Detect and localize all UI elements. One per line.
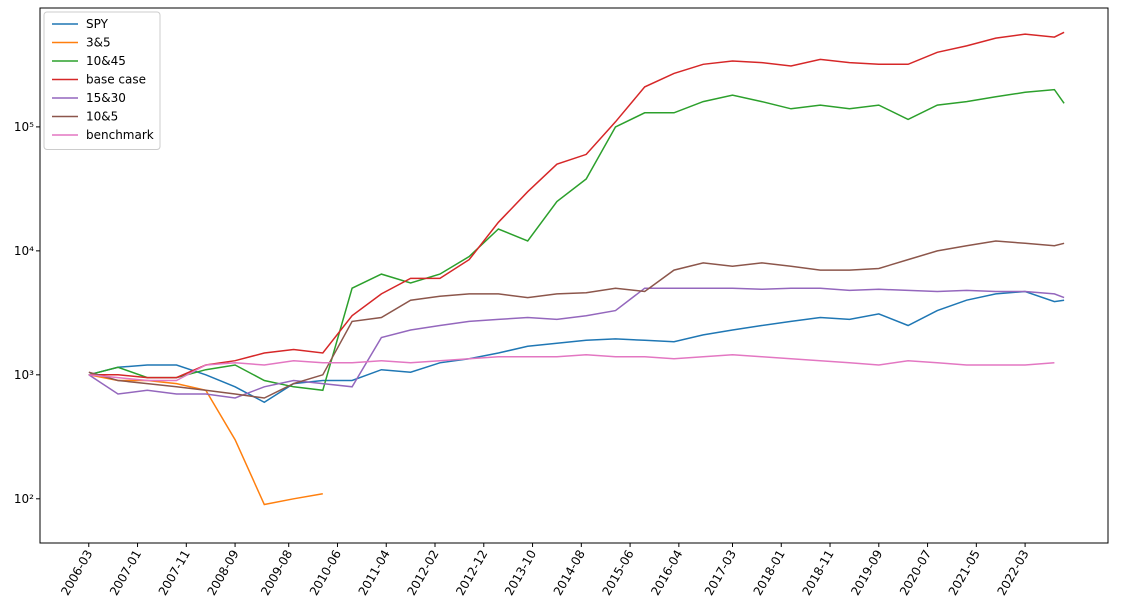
x-tick-label: 2012-12 [453,548,490,598]
x-tick-label: 2006-03 [58,548,95,598]
legend-label: 3&5 [86,36,111,50]
y-tick-label: 10⁵ [14,120,34,134]
legend-label: 15&30 [86,91,126,105]
legend-label: 10&5 [86,110,118,124]
y-tick-label: 10⁴ [14,244,34,258]
x-tick-label: 2010-06 [307,548,344,598]
series-line [88,290,1065,404]
y-tick-label: 10³ [14,368,34,382]
series-line [88,240,1065,399]
plot-frame [39,7,1109,544]
series-line [88,287,1065,399]
legend-label: SPY [86,17,109,31]
legend-label: 10&45 [86,54,126,68]
x-tick-label: 2012-02 [404,548,441,598]
series-line [88,354,1055,382]
series-line [88,88,1065,392]
x-tick-label: 2011-04 [356,548,393,598]
x-tick-label: 2020-07 [897,548,934,598]
x-tick-label: 2022-03 [994,548,1031,598]
x-tick-label: 2018-01 [751,548,788,598]
x-tick-label: 2019-09 [848,548,885,598]
x-tick-label: 2014-08 [551,548,588,598]
legend-box [43,11,161,150]
y-tick-label: 10² [14,492,34,506]
x-tick-label: 2008-09 [204,548,241,598]
x-tick-label: 2015-06 [599,548,636,598]
x-tick-label: 2009-08 [258,548,295,598]
x-tick-label: 2021-05 [946,548,983,598]
series-line [88,31,1065,379]
x-tick-label: 2017-03 [702,548,739,598]
x-tick-label: 2007-11 [156,548,193,598]
legend-label: base case [86,73,146,87]
x-tick-label: 2007-01 [107,548,144,598]
x-tick-label: 2016-04 [648,548,685,598]
x-tick-label: 2013-10 [502,548,539,598]
legend-label: benchmark [86,128,154,142]
x-tick-label: 2018-11 [799,548,836,598]
